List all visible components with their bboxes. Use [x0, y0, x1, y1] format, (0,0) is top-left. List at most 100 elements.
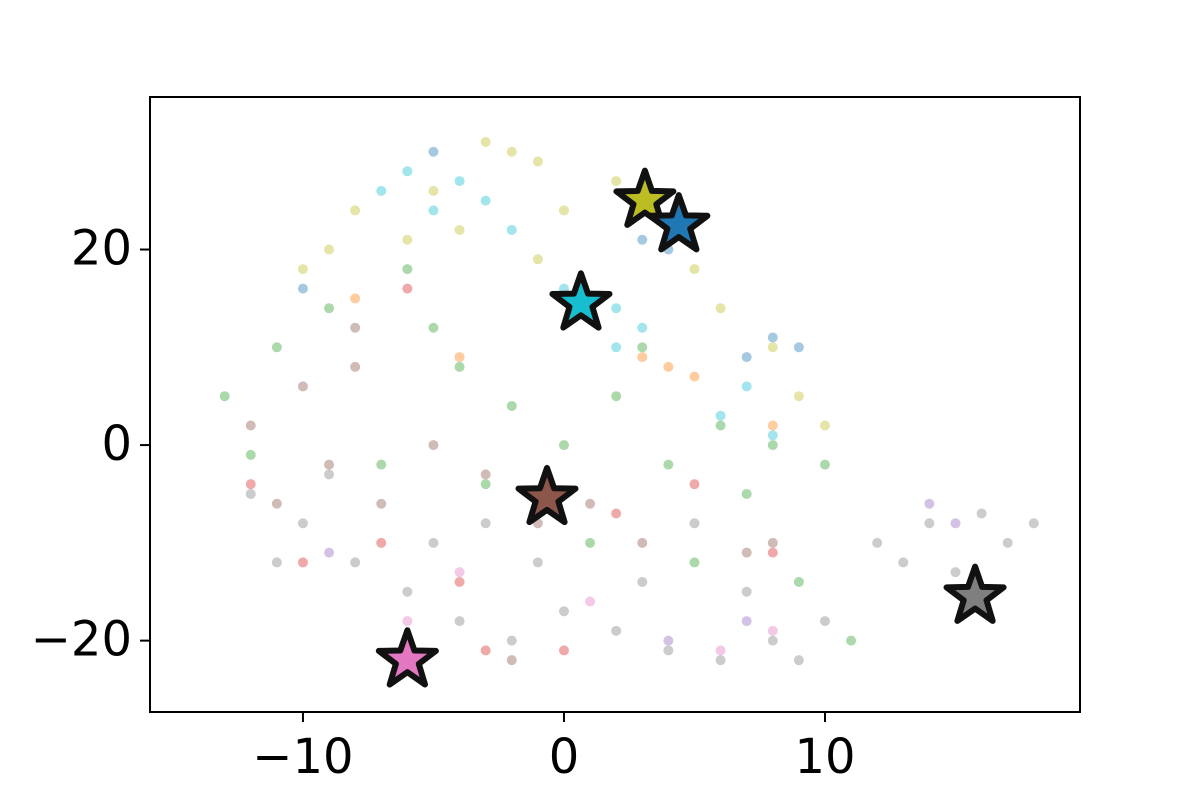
point — [715, 645, 726, 656]
point — [715, 303, 726, 314]
point — [767, 547, 778, 558]
point — [741, 586, 752, 597]
point — [454, 576, 465, 587]
point — [454, 352, 465, 363]
point — [480, 645, 491, 656]
y-tick-label: 0 — [101, 416, 132, 472]
point — [689, 264, 700, 275]
point — [271, 342, 282, 353]
star-marker — [647, 192, 711, 253]
point — [454, 567, 465, 578]
point — [428, 185, 439, 196]
point — [245, 488, 256, 499]
x-tick-label: 0 — [549, 729, 580, 785]
point — [637, 352, 648, 363]
y-tick-label: −20 — [31, 612, 132, 668]
point — [428, 440, 439, 451]
point — [950, 518, 961, 529]
point — [767, 430, 778, 441]
point — [767, 332, 778, 343]
point — [898, 557, 909, 568]
point — [585, 537, 596, 548]
point — [428, 146, 439, 157]
point — [532, 254, 543, 265]
point — [715, 410, 726, 421]
point — [819, 420, 830, 431]
point — [297, 381, 308, 392]
point — [558, 645, 569, 656]
point — [585, 596, 596, 607]
point — [297, 264, 308, 275]
point — [271, 557, 282, 568]
point — [767, 537, 778, 548]
point — [611, 176, 622, 187]
point — [506, 635, 517, 646]
point — [819, 616, 830, 627]
point — [402, 586, 413, 597]
point — [297, 518, 308, 529]
star-marker — [549, 270, 613, 331]
point — [532, 156, 543, 167]
point — [324, 459, 335, 470]
point — [663, 635, 674, 646]
point — [715, 420, 726, 431]
point — [245, 420, 256, 431]
point — [402, 264, 413, 275]
star-marker — [943, 563, 1007, 624]
point — [611, 342, 622, 353]
point — [1002, 537, 1013, 548]
point — [819, 459, 830, 470]
point — [350, 322, 361, 333]
point — [428, 205, 439, 216]
point — [741, 381, 752, 392]
point — [741, 547, 752, 558]
point — [271, 498, 282, 509]
point — [558, 606, 569, 617]
point — [637, 322, 648, 333]
point — [663, 645, 674, 656]
point — [350, 557, 361, 568]
point — [637, 342, 648, 353]
point — [558, 205, 569, 216]
point — [454, 361, 465, 372]
point — [219, 391, 230, 402]
point — [376, 459, 387, 470]
point — [376, 498, 387, 509]
point — [924, 518, 935, 529]
point — [950, 567, 961, 578]
point — [506, 655, 517, 666]
point — [689, 371, 700, 382]
point — [611, 508, 622, 519]
point — [376, 537, 387, 548]
point — [976, 508, 987, 519]
point — [872, 537, 883, 548]
x-tick-label: −10 — [252, 729, 353, 785]
point — [715, 655, 726, 666]
point — [767, 625, 778, 636]
point — [689, 518, 700, 529]
point — [767, 420, 778, 431]
point — [480, 479, 491, 490]
point — [324, 547, 335, 558]
point — [1028, 518, 1039, 529]
point — [402, 166, 413, 177]
point — [324, 244, 335, 255]
point — [846, 635, 857, 646]
point — [506, 146, 517, 157]
point — [793, 576, 804, 587]
point — [767, 440, 778, 451]
point — [506, 400, 517, 411]
point — [767, 342, 778, 353]
point — [637, 537, 648, 548]
point — [402, 234, 413, 245]
point — [454, 176, 465, 187]
point — [637, 576, 648, 587]
point — [324, 303, 335, 314]
point — [245, 479, 256, 490]
point — [480, 518, 491, 529]
point — [924, 498, 935, 509]
point — [663, 361, 674, 372]
point — [428, 537, 439, 548]
point — [480, 469, 491, 480]
